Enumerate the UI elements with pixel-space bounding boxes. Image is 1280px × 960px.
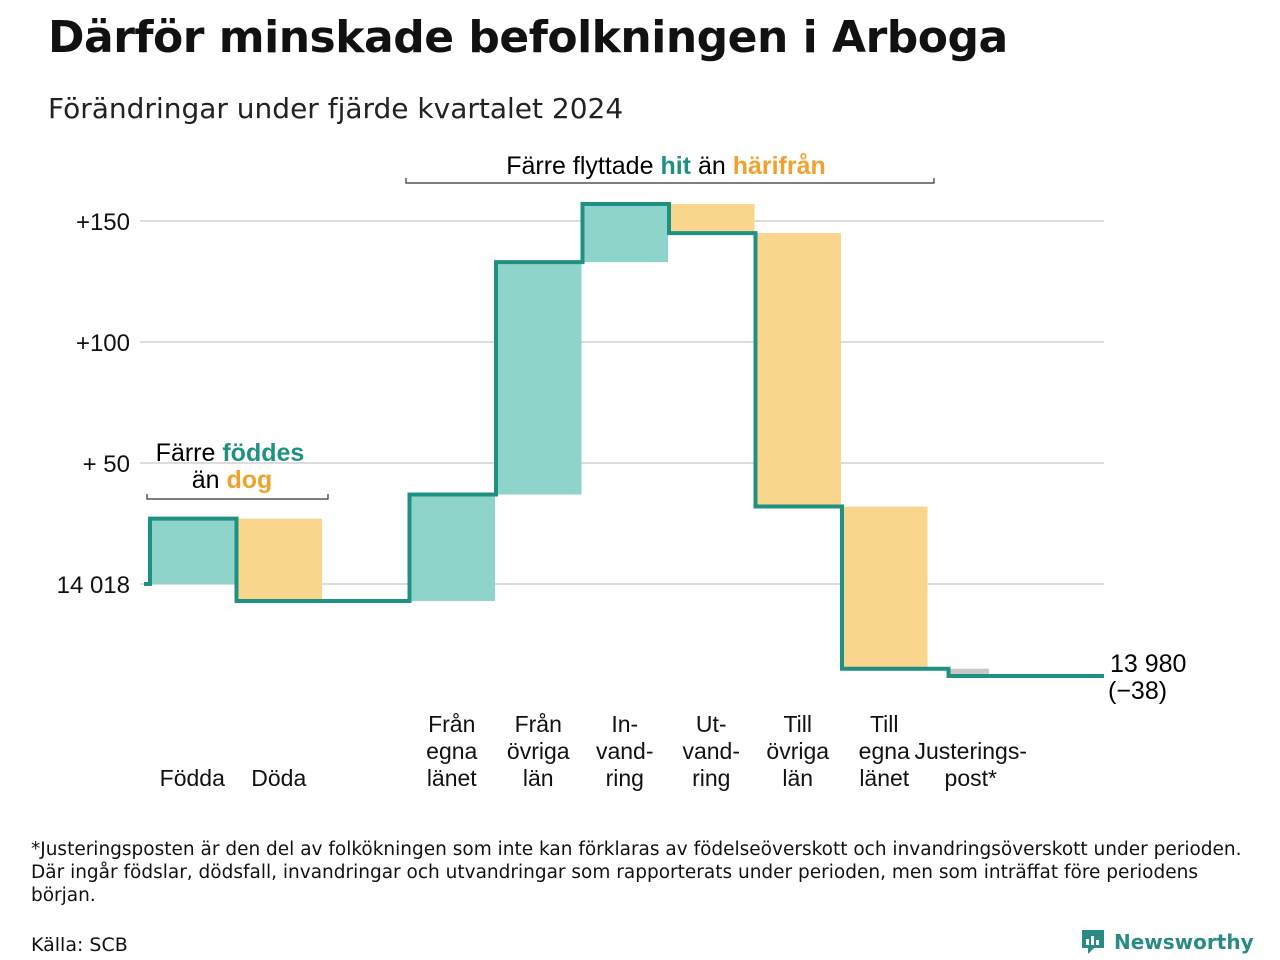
category-label: Till egna länet: [859, 711, 910, 791]
category-label-line: Från: [515, 711, 562, 737]
brand-name: Newsworthy: [1114, 930, 1254, 954]
moves-annotation-bracket: [405, 178, 935, 184]
waterfall-bar: [409, 494, 495, 601]
moves-annotation-hit: hit: [660, 152, 691, 180]
svg-text:än dog: än dog: [192, 466, 273, 494]
category-label-line: Födda: [160, 765, 225, 791]
category-label: Justerings-post*: [915, 738, 1027, 791]
births-annotation-bracket: [146, 494, 329, 500]
y-tick-label: + 50: [83, 451, 130, 478]
category-label-line: Ut-: [696, 711, 727, 737]
svg-text:Färre föddes: Färre föddes: [156, 439, 305, 467]
source-label: Källa: SCB: [31, 934, 128, 956]
newsworthy-logo-icon: [1082, 930, 1104, 954]
category-label-line: ring: [606, 765, 644, 791]
y-tick-label: +100: [76, 330, 130, 357]
category-label: In-vand-ring: [596, 711, 654, 791]
category-label: Ut-vand-ring: [682, 711, 740, 791]
footnote: *Justeringsposten är den del av folkökni…: [31, 839, 1242, 906]
category-label-line: län: [782, 765, 813, 791]
category-label-line: övriga: [507, 738, 570, 764]
category-label-line: Döda: [251, 765, 306, 791]
category-label-line: In-: [611, 711, 638, 737]
category-label-line: Till: [870, 711, 899, 737]
category-label: Födda: [160, 765, 225, 791]
moves-annotation-middle: än: [698, 152, 726, 180]
category-label: Från egna länet: [426, 711, 477, 791]
moves-annotation: Färre flyttade hit än härifrån: [405, 152, 935, 184]
births-annotation-prefix: Färre: [156, 439, 216, 467]
brand-logo: Newsworthy: [1080, 928, 1254, 956]
bars: [150, 204, 989, 676]
waterfall-bar: [236, 518, 322, 601]
category-label-line: länet: [427, 765, 477, 791]
cumulative-step-line: [144, 202, 1104, 678]
category-label-line: övriga: [766, 738, 829, 764]
waterfall-bar: [582, 204, 668, 263]
category-label: Till övriga län: [766, 711, 829, 791]
category-label-line: Justerings-: [915, 738, 1027, 764]
category-label-line: Från: [428, 711, 475, 737]
category-label-line: egna: [859, 738, 910, 764]
category-label: Från övriga län: [507, 711, 570, 791]
category-label-line: post*: [945, 765, 997, 791]
waterfall-bar: [755, 233, 841, 507]
waterfall-bar: [842, 506, 928, 669]
moves-annotation-harifran: härifrån: [733, 152, 826, 180]
waterfall-bar: [948, 668, 989, 676]
moves-annotation-prefix: Färre flyttade: [506, 152, 653, 180]
end-change-label: (−38): [1108, 677, 1167, 705]
page-title: Därför minskade befolkningen i Arboga: [48, 12, 1008, 63]
births-annotation: Färre föddes än dog: [146, 439, 329, 500]
waterfall-bar: [669, 204, 755, 234]
step-line: [144, 202, 1104, 678]
category-label-line: egna: [426, 738, 477, 764]
waterfall-bar: [496, 262, 582, 495]
page-subtitle: Förändringar under fjärde kvartalet 2024: [48, 92, 624, 125]
category-label: Döda: [251, 765, 306, 791]
category-label-line: ring: [692, 765, 730, 791]
category-label-line: Till: [783, 711, 812, 737]
y-tick-label: 14 018: [57, 572, 130, 599]
births-annotation-line2-prefix: än: [192, 466, 220, 494]
category-label-line: vand-: [682, 738, 740, 764]
waterfall-bar: [150, 518, 236, 584]
y-tick-label: +150: [76, 209, 130, 236]
births-annotation-line2-highlight: dog: [226, 466, 272, 494]
category-label-line: vand-: [596, 738, 654, 764]
category-label-line: länet: [859, 765, 909, 791]
births-annotation-highlight: föddes: [222, 439, 304, 467]
end-value-label: 13 980: [1110, 650, 1186, 678]
category-label-line: län: [523, 765, 554, 791]
svg-text:Färre flyttade hit: Färre flyttade hit än härifrån: [506, 152, 826, 180]
